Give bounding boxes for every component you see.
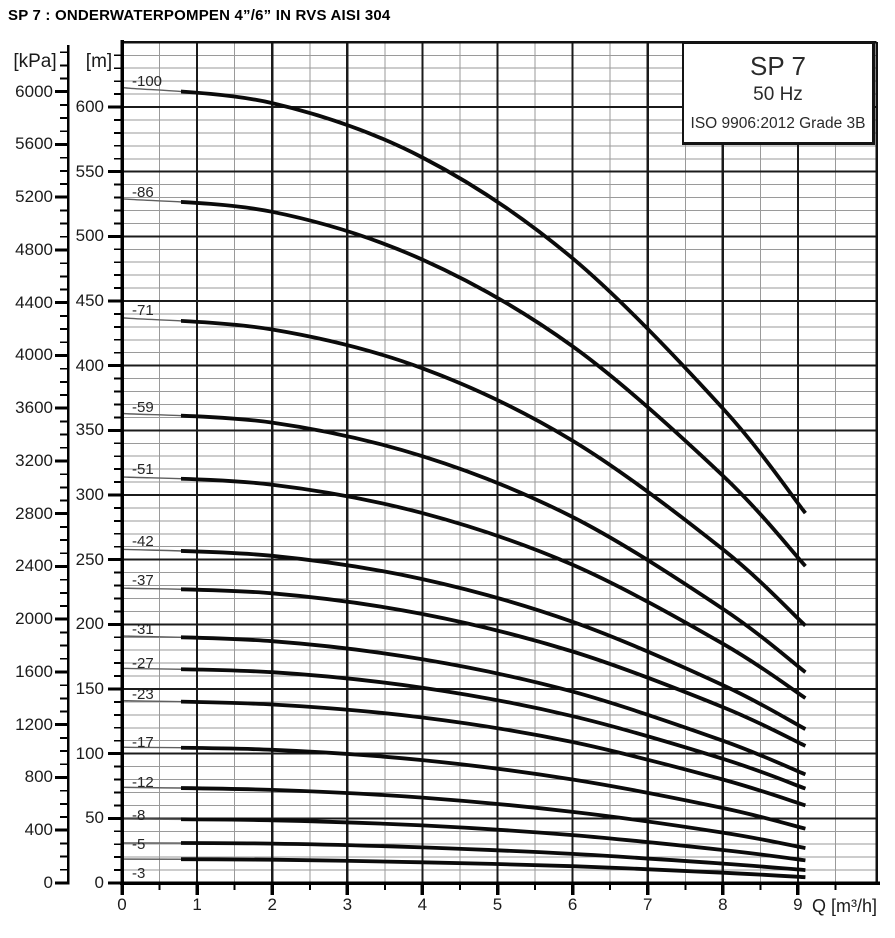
flow-axis-unit-label: Q [m³/h]	[812, 896, 878, 916]
pump-curve-86-leadin	[121, 198, 806, 567]
grid-major	[122, 42, 877, 883]
pump-curve-100	[181, 89, 807, 515]
pump-curve-71	[181, 318, 807, 627]
pump-curve-8	[181, 817, 806, 863]
info-box-model: SP 7	[750, 51, 806, 81]
head-axis-unit-label: [m]	[85, 51, 113, 72]
pump-curve-17	[181, 745, 806, 831]
pump-curve-51	[181, 476, 807, 700]
pump-curve-3	[181, 857, 806, 880]
pump-curve-37	[181, 587, 807, 748]
info-box: SP 7 50 Hz ISO 9906:2012 Grade 3B	[682, 42, 875, 145]
pressure-axis-unit-label: [kPa]	[13, 51, 57, 72]
info-box-frequency: 50 Hz	[753, 84, 803, 105]
pump-curve-27	[181, 667, 807, 791]
pump-curve-8-leadin	[121, 818, 806, 862]
pump-curve-5	[181, 841, 806, 872]
pump-curve-59	[181, 413, 807, 674]
pump-curve-86	[181, 200, 807, 568]
pump-curve-12	[181, 786, 806, 850]
axes	[55, 40, 880, 895]
pump-curve-31	[181, 635, 807, 777]
pump-curve-27-leadin	[121, 667, 806, 790]
info-box-standard: ISO 9906:2012 Grade 3B	[690, 115, 866, 132]
pump-curve-42	[181, 548, 807, 731]
page-title: SP 7 : ONDERWATERPOMPEN 4”/6” IN RVS AIS…	[8, 7, 391, 24]
pump-curve-23	[181, 699, 806, 808]
pump-curves	[121, 86, 807, 880]
